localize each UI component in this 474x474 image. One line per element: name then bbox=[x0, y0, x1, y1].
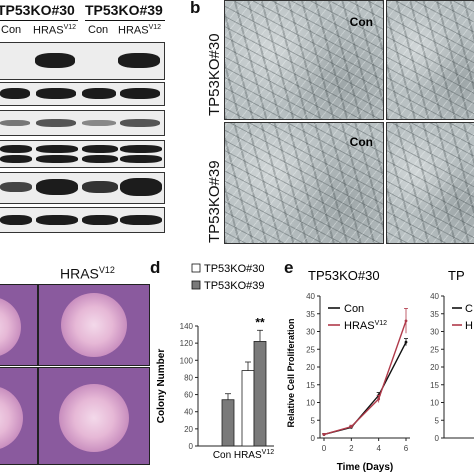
blot-header-1: TP53KO#30 bbox=[0, 2, 75, 18]
blot-strip-2 bbox=[0, 82, 165, 106]
second-y-tick-label-7: 35 bbox=[430, 310, 439, 319]
lane-label-1: Con bbox=[1, 24, 22, 36]
y-tick-label-1: 20 bbox=[184, 425, 193, 434]
second-y-tick-label-6: 30 bbox=[430, 328, 439, 337]
y-tick-label-3: 60 bbox=[184, 391, 193, 400]
legend-label-0: TP53KO#30 bbox=[204, 263, 265, 275]
lane-label-3: Con bbox=[88, 24, 109, 36]
e-y-axis-label: Relative Cell Proliferation bbox=[286, 318, 296, 427]
colony-image-2 bbox=[38, 284, 150, 366]
blot-header-underline-2 bbox=[85, 20, 165, 21]
e-x-axis-label: Time (Days) bbox=[337, 462, 394, 473]
e-y-tick-label-0: 0 bbox=[311, 434, 316, 443]
colony-image-4 bbox=[38, 367, 150, 465]
colony-image-3 bbox=[0, 367, 38, 465]
e-x-tick-label-2: 4 bbox=[376, 444, 381, 453]
bar-HRAS-1 bbox=[253, 341, 267, 447]
e-point-0-3 bbox=[404, 340, 408, 344]
colony-bar-chart: TP53KO#30 TP53KO#39 0 20 40 60 80 100 120 140 Colo… bbox=[156, 263, 274, 461]
panel-e-letter: e bbox=[284, 258, 294, 277]
e-y-tick-label-2: 10 bbox=[306, 399, 315, 408]
significance-annotation: ** bbox=[255, 315, 265, 329]
y-tick-label-0: 0 bbox=[189, 442, 194, 451]
colony-image-1 bbox=[0, 284, 38, 366]
blot-strip-4 bbox=[0, 140, 165, 168]
e-y-tick-label-3: 15 bbox=[306, 381, 315, 390]
row-label-2: TP53KO#39 bbox=[206, 160, 223, 243]
blot-header-2: TP53KO#39 bbox=[85, 2, 163, 18]
bar-HRAS-0 bbox=[241, 370, 255, 447]
micrograph-row1-col2 bbox=[386, 0, 474, 120]
second-y-tick-label-2: 10 bbox=[430, 399, 439, 408]
row-label-1: TP53KO#30 bbox=[206, 33, 223, 116]
x-tick-label-0: Con bbox=[213, 450, 231, 461]
legend-swatch-0 bbox=[191, 263, 201, 273]
e-y-tick-label-4: 20 bbox=[306, 363, 315, 372]
e-y-tick-label-6: 30 bbox=[306, 328, 315, 337]
y-axis-label: Colony Number bbox=[156, 349, 167, 424]
second-y-tick-label-3: 15 bbox=[430, 381, 439, 390]
x-tick-label-1: HRASV12 bbox=[234, 449, 274, 461]
panel-a: TP53KO#30 TP53KO#39 Con HRASV12 Con HRAS… bbox=[0, 0, 170, 245]
second-y-tick-label-1: 5 bbox=[435, 416, 440, 425]
panel-b-letter: b bbox=[190, 0, 201, 17]
e-x-tick-label-0: 0 bbox=[322, 444, 327, 453]
lane-label-4: HRASV12 bbox=[118, 24, 162, 37]
micrograph-row2-col1: Con bbox=[224, 122, 384, 244]
e-x-tick-label-3: 6 bbox=[404, 444, 409, 453]
second-y-tick-label-8: 40 bbox=[430, 292, 439, 301]
second-legend-label-1: H bbox=[465, 320, 473, 332]
second-y-tick-label-0: 0 bbox=[435, 434, 440, 443]
legend-label-1: TP53KO#39 bbox=[204, 280, 265, 292]
e-point-1-2 bbox=[377, 397, 381, 401]
proliferation-line-chart: TP53KO#30 0 5 10 15 20 25 30 35 40 0 2 4 6 Time (Days)… bbox=[286, 268, 474, 473]
second-y-tick-label-5: 25 bbox=[430, 345, 439, 354]
bar-Con-1 bbox=[221, 399, 235, 447]
micrograph-label-1: Con bbox=[349, 15, 373, 29]
panel-d-letter: d bbox=[150, 258, 161, 277]
e-x-tick-label-1: 2 bbox=[349, 444, 354, 453]
e-y-tick-label-5: 25 bbox=[306, 345, 315, 354]
y-tick-label-7: 140 bbox=[180, 322, 194, 331]
legend-swatch-1 bbox=[191, 280, 201, 290]
line-chart-title: TP53KO#30 bbox=[308, 268, 380, 283]
e-legend-label-1: HRASV12 bbox=[344, 320, 387, 332]
y-tick-label-6: 120 bbox=[180, 339, 194, 348]
y-tick-label-2: 40 bbox=[184, 408, 193, 417]
micrograph-label-2: Con bbox=[349, 135, 373, 149]
blot-header-underline-1 bbox=[0, 20, 78, 21]
blot-strip-5 bbox=[0, 172, 165, 204]
blot-strip-6 bbox=[0, 207, 165, 233]
micrograph-row2-col2 bbox=[386, 122, 474, 244]
e-legend-label-0: Con bbox=[344, 303, 364, 315]
e-y-tick-label-7: 35 bbox=[306, 310, 315, 319]
second-y-tick-label-4: 20 bbox=[430, 363, 439, 372]
micrograph-row1-col1: Con bbox=[224, 0, 384, 120]
e-point-1-0 bbox=[322, 433, 326, 436]
e-y-tick-label-1: 5 bbox=[311, 416, 316, 425]
e-point-1-3 bbox=[404, 319, 408, 323]
second-legend-label-0: C bbox=[465, 303, 473, 315]
e-point-1-1 bbox=[349, 425, 353, 429]
y-tick-label-4: 80 bbox=[184, 373, 193, 382]
lane-label-2: HRASV12 bbox=[33, 24, 77, 37]
second-chart-title: TP bbox=[448, 268, 465, 283]
y-tick-label-5: 100 bbox=[180, 356, 194, 365]
panel-c-title: HRASV12 bbox=[60, 265, 115, 282]
e-series-line-1 bbox=[323, 320, 407, 436]
e-y-tick-label-8: 40 bbox=[306, 292, 315, 301]
blot-strip-3 bbox=[0, 110, 165, 136]
blot-strip-1 bbox=[0, 42, 165, 80]
